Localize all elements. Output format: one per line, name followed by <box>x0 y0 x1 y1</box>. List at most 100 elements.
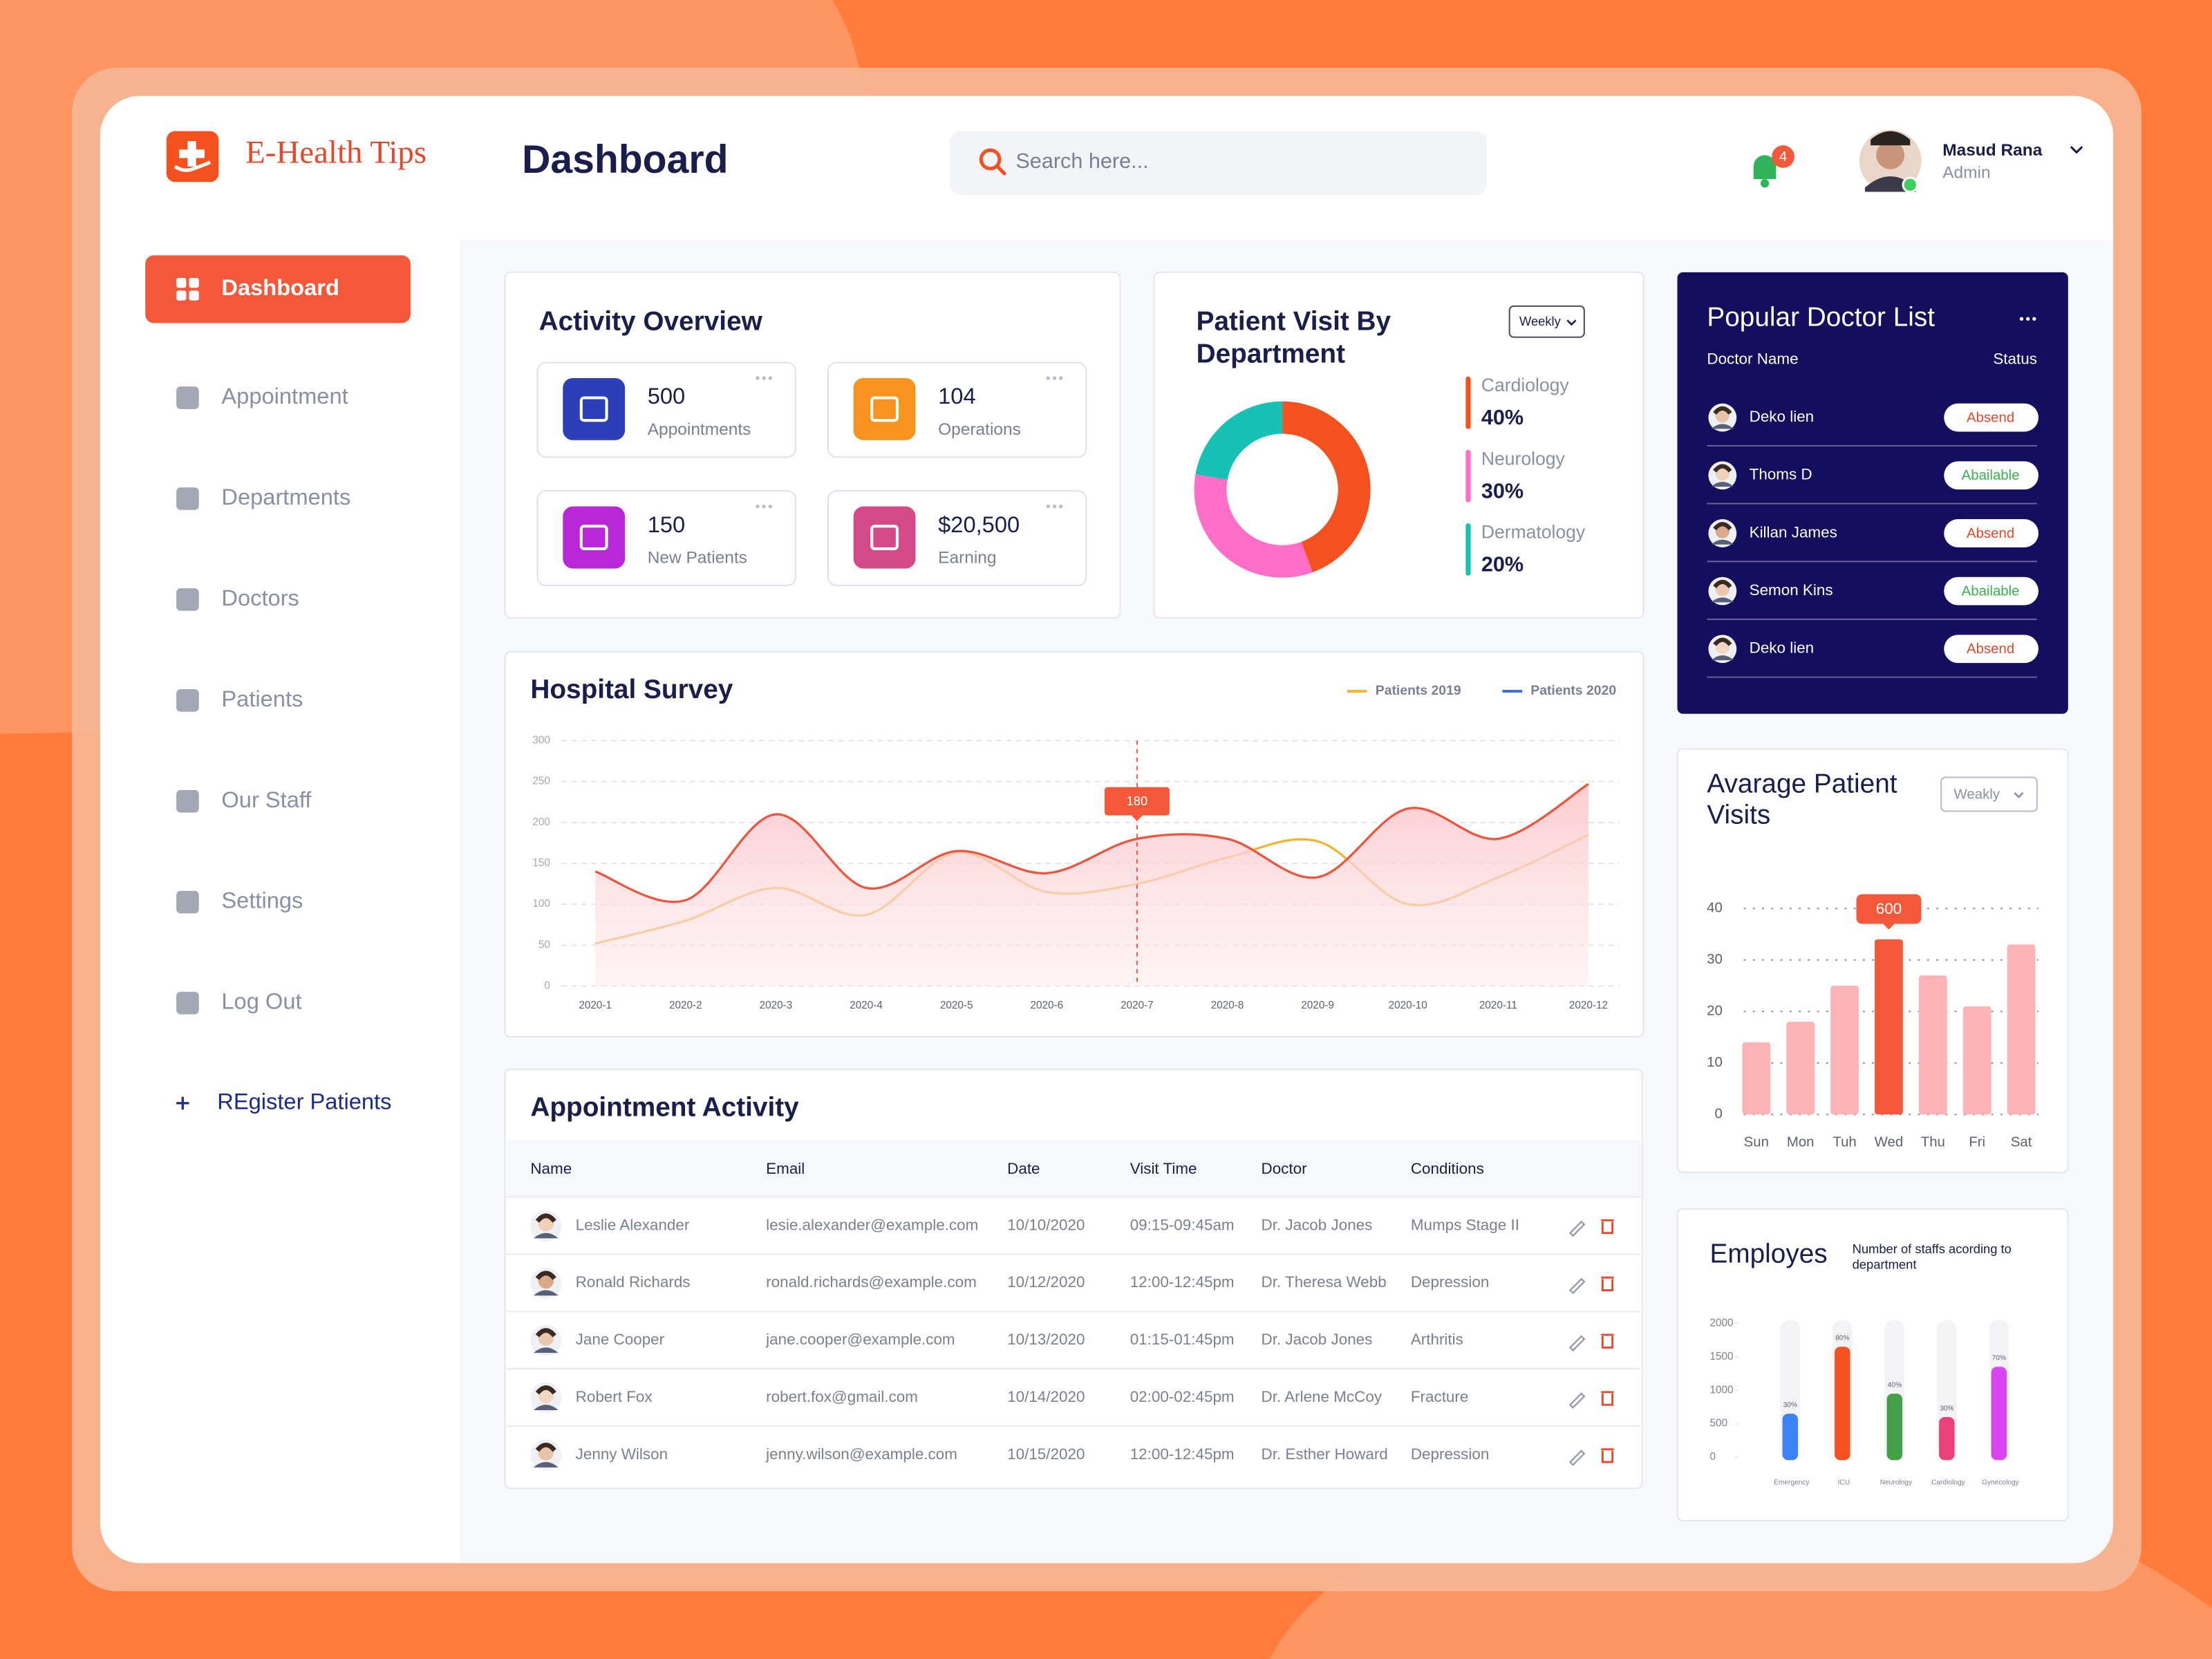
patient-visit-panel <box>1153 271 1644 619</box>
stat-label: Operations <box>938 420 1021 439</box>
filter-label: Weakly <box>1954 787 2000 802</box>
more-icon[interactable] <box>1059 505 1063 509</box>
x-tick-label: 2020-4 <box>850 1000 883 1011</box>
avatar <box>1713 464 1732 473</box>
stat-label: Appointments <box>648 420 751 439</box>
more-icon[interactable] <box>2019 317 2024 321</box>
tooltip-label: 600 <box>1876 900 1902 917</box>
edit-icon[interactable] <box>1568 1277 1586 1295</box>
more-icon[interactable] <box>768 505 772 509</box>
panel-title: Appointment Activity <box>530 1092 799 1122</box>
nav-item[interactable]: Patients <box>221 686 303 711</box>
legend-label: Cardiology <box>1481 375 1569 395</box>
logo-hand <box>174 160 212 172</box>
delete-icon[interactable] <box>1601 1391 1614 1406</box>
y-tick-label: 10 <box>1707 1055 1723 1070</box>
more-icon[interactable] <box>2032 317 2036 321</box>
table-cell: Dr. Arlene McCoy <box>1261 1388 1382 1405</box>
doctor-name: Semon Kins <box>1750 581 1833 599</box>
table-cell: Fracture <box>1411 1388 1469 1405</box>
more-icon[interactable] <box>1046 505 1050 509</box>
avatar <box>533 1405 559 1410</box>
more-icon[interactable] <box>762 376 766 380</box>
bar <box>2007 944 2036 1115</box>
more-icon[interactable] <box>1052 505 1057 509</box>
table-cell: Arthritis <box>1411 1331 1463 1348</box>
stat-value: 150 <box>648 512 685 537</box>
user-menu-chevron[interactable] <box>2070 146 2083 154</box>
table-cell: jane.cooper@example.com <box>765 1331 955 1348</box>
more-icon[interactable] <box>2026 317 2030 321</box>
delete-icon[interactable] <box>1601 1219 1614 1235</box>
table-cell: Jane Cooper <box>576 1331 665 1348</box>
edit-icon[interactable] <box>1568 1450 1586 1466</box>
table-cell: Leslie Alexander <box>576 1216 690 1233</box>
edit-icon[interactable] <box>1568 1335 1586 1352</box>
bar <box>1830 986 1859 1115</box>
plus-icon <box>176 1096 189 1110</box>
x-tick-label: Gynecology <box>1982 1479 2020 1487</box>
filter-label: Weekly <box>1519 314 1562 328</box>
tooltip <box>1856 894 1922 924</box>
edit-icon[interactable] <box>1568 1220 1586 1237</box>
y-tick-label: 150 <box>532 857 550 869</box>
delete-icon[interactable] <box>1601 1276 1614 1291</box>
legend-swatch <box>1465 376 1471 429</box>
line <box>594 782 1589 903</box>
nav-item[interactable]: Appointment <box>221 383 348 409</box>
more-icon[interactable] <box>1059 376 1063 380</box>
column-header: Conditions <box>1411 1160 1484 1177</box>
register-link[interactable]: REgister Patients <box>217 1089 391 1114</box>
x-tick-label: 2020-6 <box>1030 1000 1063 1011</box>
bar <box>1991 1367 2007 1461</box>
status-pill <box>1944 577 2038 606</box>
doctor-name: Killan James <box>1750 523 1837 541</box>
more-icon[interactable] <box>756 376 760 380</box>
table-cell: 12:00-12:45pm <box>1130 1273 1235 1291</box>
stat-icon-glyph <box>870 396 899 422</box>
stat-value: 104 <box>938 383 975 409</box>
nav-item[interactable]: Dashboard <box>221 274 339 300</box>
bar-label: 30% <box>1783 1402 1797 1409</box>
more-icon[interactable] <box>1052 376 1057 380</box>
table-cell: 10/10/2020 <box>1007 1216 1085 1233</box>
table-header-row <box>506 1139 1641 1197</box>
status-pill <box>1944 519 2038 547</box>
nav-item[interactable]: Log Out <box>221 988 301 1014</box>
brand: E-Health Tips <box>245 134 427 170</box>
edit-icon[interactable] <box>1568 1392 1586 1409</box>
x-tick-label: Tuh <box>1833 1134 1856 1150</box>
more-icon[interactable] <box>756 505 760 509</box>
bell-icon[interactable] <box>1753 155 1777 180</box>
avatar <box>1711 597 1734 603</box>
filter-chevron <box>1566 319 1577 326</box>
stat-label: Earning <box>938 549 996 568</box>
stat-icon <box>853 377 916 440</box>
delete-icon[interactable] <box>1601 1448 1614 1463</box>
filter-dropdown[interactable] <box>1940 776 2038 812</box>
panel-subtitle: Number of staffs acording to department <box>1853 1241 2012 1271</box>
more-icon[interactable] <box>768 376 772 380</box>
y-tick-label: 0 <box>1714 1107 1722 1122</box>
search-icon <box>979 148 1002 171</box>
more-icon[interactable] <box>762 505 766 509</box>
search-box[interactable] <box>949 131 1488 195</box>
online-dot <box>1902 176 1918 194</box>
legend-label: Neurology <box>1481 448 1566 469</box>
legend-value: 40% <box>1481 406 1524 429</box>
x-tick-label: Emergency <box>1774 1479 1810 1487</box>
column-header: Email <box>766 1160 805 1177</box>
avatar <box>533 1347 559 1353</box>
status-label: Abailable <box>1962 584 2020 599</box>
more-icon[interactable] <box>1046 376 1050 380</box>
tooltip <box>1883 924 1895 930</box>
nav-item[interactable]: Departments <box>221 484 350 509</box>
x-tick-label: Cardiology <box>1931 1479 1966 1487</box>
delete-icon[interactable] <box>1601 1333 1614 1349</box>
nav-item[interactable]: Settings <box>221 888 303 913</box>
filter-dropdown[interactable] <box>1508 305 1585 338</box>
nav-item[interactable]: Doctors <box>221 585 299 610</box>
nav-item[interactable]: Our Staff <box>221 787 312 812</box>
table-cell: ronald.richards@example.com <box>766 1273 977 1291</box>
avatar <box>533 1462 559 1468</box>
